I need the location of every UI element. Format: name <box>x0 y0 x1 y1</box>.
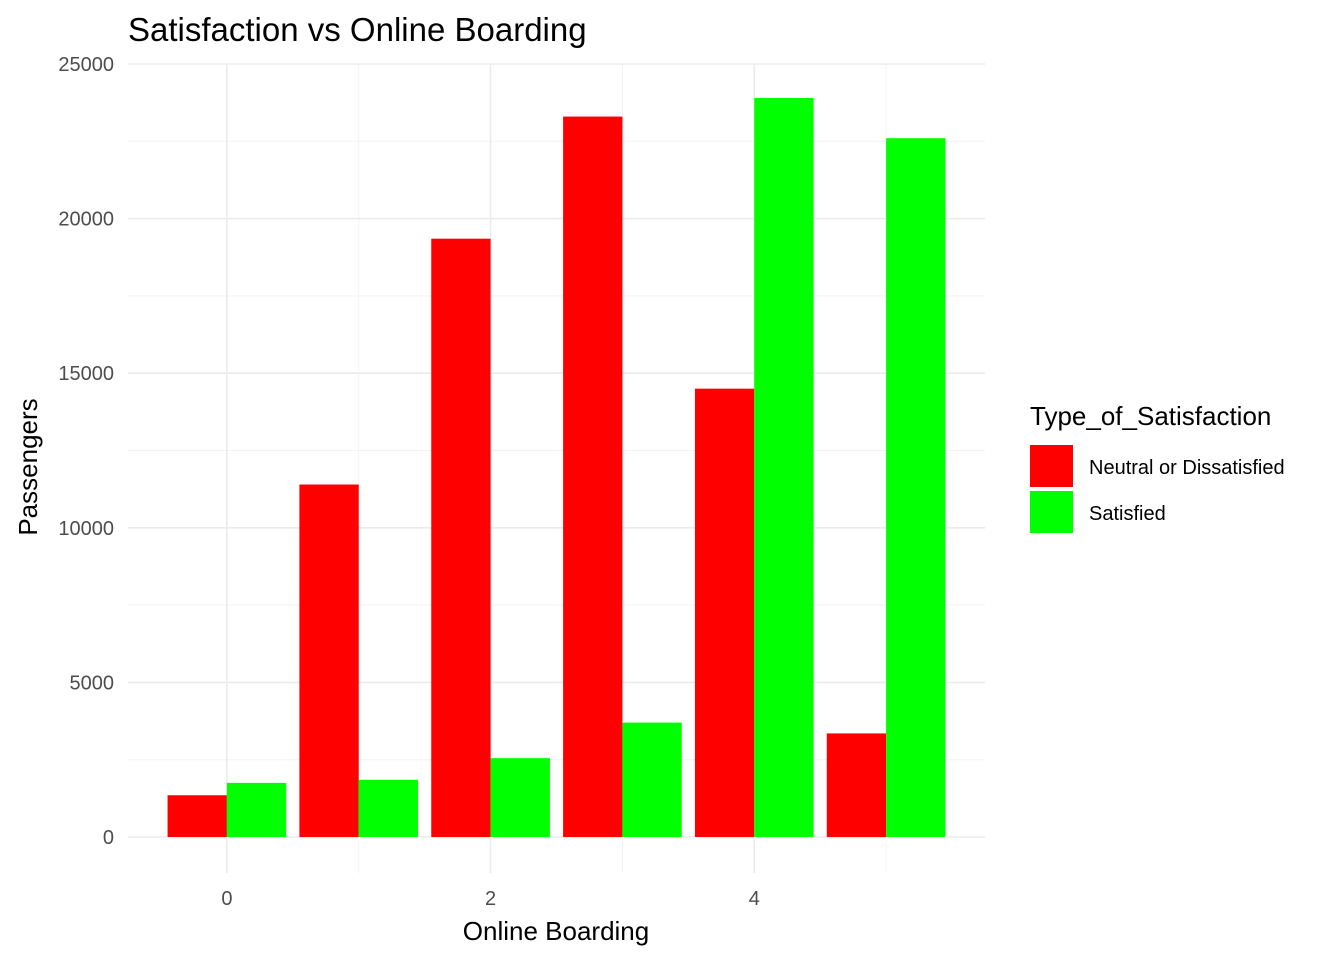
bar-satisfied <box>886 138 946 837</box>
bar-satisfied <box>358 779 419 837</box>
y-tick-label: 25000 <box>58 54 114 76</box>
y-tick-label: 5000 <box>70 672 115 694</box>
x-tick-label: 2 <box>485 888 496 910</box>
y-tick-label: 20000 <box>58 209 114 231</box>
y-tick-label: 10000 <box>58 518 114 540</box>
x-tick-label: 0 <box>221 888 232 910</box>
bar-neutral-or-dissatisfied <box>694 388 755 837</box>
bar-neutral-or-dissatisfied <box>167 795 227 837</box>
x-axis-ticks: 0 2 4 <box>221 888 760 910</box>
bar-neutral-or-dissatisfied <box>563 116 623 837</box>
bar-satisfied <box>622 722 682 837</box>
bar-neutral-or-dissatisfied <box>431 238 491 837</box>
bar-neutral-or-dissatisfied <box>826 733 887 837</box>
bar-satisfied <box>754 98 814 837</box>
bar-satisfied <box>226 782 287 837</box>
chart-title: Satisfaction vs Online Boarding <box>128 11 587 48</box>
y-tick-label: 15000 <box>58 363 114 385</box>
legend-label: Satisfied <box>1089 503 1166 525</box>
bar-satisfied <box>490 758 550 837</box>
bars <box>167 98 946 837</box>
legend: Type_of_Satisfaction Neutral or Dissatis… <box>1030 401 1285 533</box>
x-tick-label: 4 <box>749 888 760 910</box>
legend-label: Neutral or Dissatisfied <box>1089 457 1285 479</box>
legend-items: Neutral or Dissatisfied Satisfied <box>1030 445 1285 533</box>
y-axis-ticks: 0 5000 10000 15000 20000 25000 <box>58 54 114 849</box>
x-axis-title: Online Boarding <box>463 916 649 946</box>
legend-swatch <box>1030 491 1073 533</box>
y-tick-label: 0 <box>103 827 114 849</box>
legend-title: Type_of_Satisfaction <box>1030 401 1271 431</box>
y-axis-title: Passengers <box>13 398 43 535</box>
legend-swatch <box>1030 445 1073 487</box>
bar-neutral-or-dissatisfied <box>299 484 359 837</box>
